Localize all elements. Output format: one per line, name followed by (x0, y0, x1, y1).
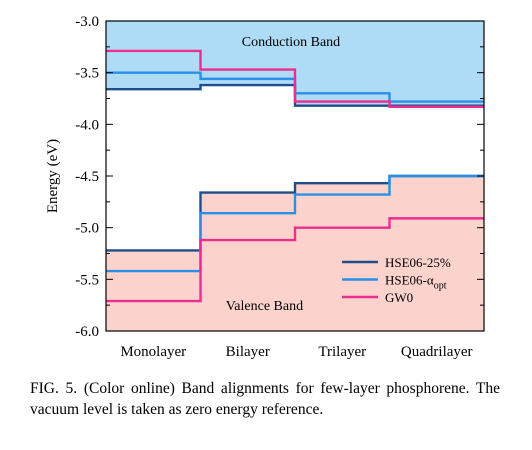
legend-label: HSE06-αopt (385, 273, 447, 292)
y-tick-label: -5.0 (75, 221, 99, 237)
band-alignment-chart: Conduction Band Valence Band -3.0 -3.5 -4.0… (45, 14, 485, 360)
valence-band-label: Valence Band (226, 299, 303, 314)
conduction-band-label: Conduction Band (242, 35, 340, 50)
band-region-labels: Conduction Band Valence Band (226, 35, 340, 314)
figure-caption: FIG. 5. (Color online) Band alignments f… (30, 380, 500, 418)
x-tick-label: Monolayer (120, 344, 186, 360)
y-axis-label: Energy (eV) (45, 139, 61, 213)
y-tick-label: -4.0 (75, 117, 99, 133)
series-3-vbm-line (106, 217, 484, 303)
band-lines (106, 49, 484, 303)
x-tick-label: Quadrilayer (401, 344, 473, 360)
series-3-cbm-line (106, 49, 484, 108)
y-tick-label: -3.0 (75, 14, 99, 30)
legend-label-subscript: opt (434, 281, 447, 292)
legend-label: HSE06-25% (385, 255, 451, 270)
y-tick-label: -5.5 (75, 272, 99, 288)
y-tick-label: -6.0 (75, 324, 99, 340)
axes: -3.0 -3.5 -4.0 -4.5 -5.0 -5.5 -6.0 Energy (eV) M… (45, 14, 485, 360)
legend-label: GW0 (385, 290, 413, 305)
y-tick-label: -3.5 (75, 66, 99, 82)
x-tick-label: Bilayer (226, 344, 270, 360)
y-tick-label: -4.5 (75, 169, 99, 185)
x-tick-label: Trilayer (318, 344, 366, 360)
